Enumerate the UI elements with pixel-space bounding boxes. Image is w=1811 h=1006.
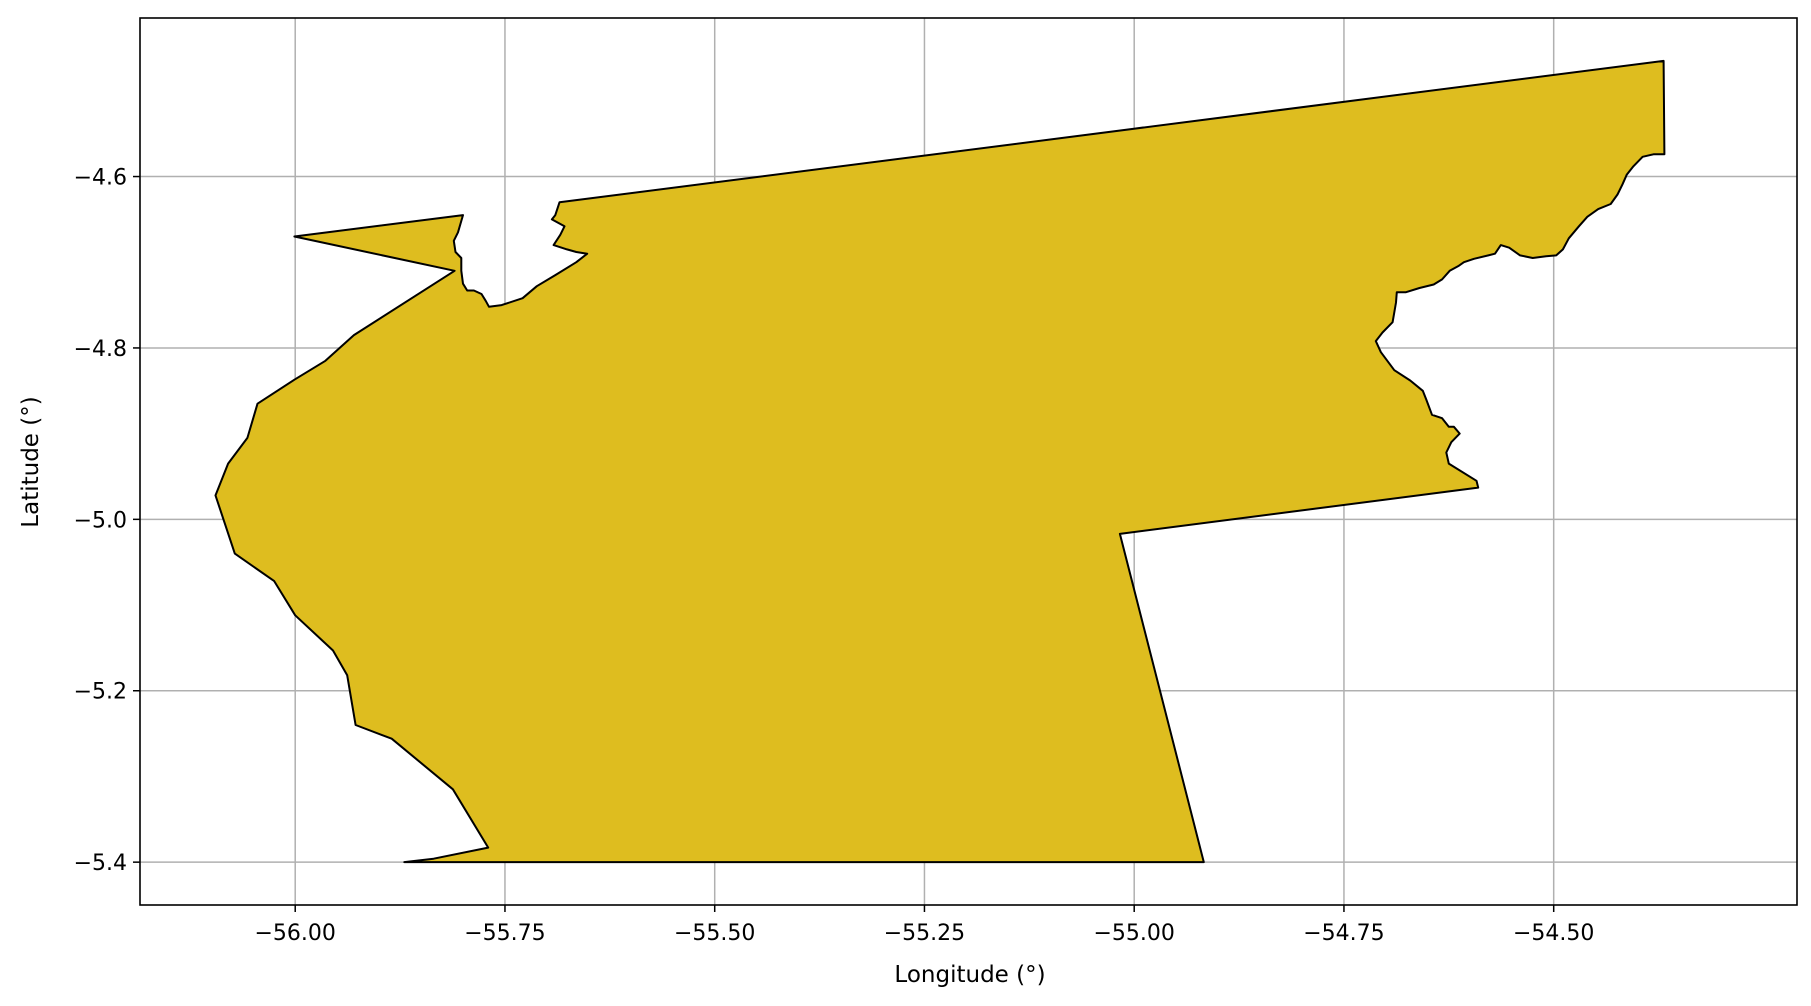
x-axis-ticks: −56.00 −55.75 −55.50 −55.25 −55.00 −54.75 −54.…: [255, 905, 1594, 946]
y-tick-label: −5.2: [74, 680, 127, 705]
y-tick-label: −5.4: [74, 851, 127, 876]
y-tick-label: −5.0: [74, 508, 127, 533]
y-tick-label: −4.6: [74, 166, 127, 191]
x-tick-label: −55.50: [674, 921, 755, 946]
y-axis-label: Latitude (°): [18, 396, 44, 527]
y-tick-label: −4.8: [74, 337, 127, 362]
y-axis-ticks: −4.6 −4.8 −5.0 −5.2 −5.4: [74, 166, 140, 876]
x-tick-label: −56.00: [255, 921, 336, 946]
x-tick-label: −54.50: [1513, 921, 1594, 946]
region-polygon: [214, 59, 1666, 864]
x-tick-label: −55.00: [1093, 921, 1174, 946]
x-tick-label: −54.75: [1303, 921, 1384, 946]
plot-frame: [139, 17, 1798, 906]
x-tick-label: −55.25: [884, 921, 965, 946]
x-axis-label: Longitude (°): [894, 962, 1045, 988]
x-tick-label: −55.75: [464, 921, 545, 946]
